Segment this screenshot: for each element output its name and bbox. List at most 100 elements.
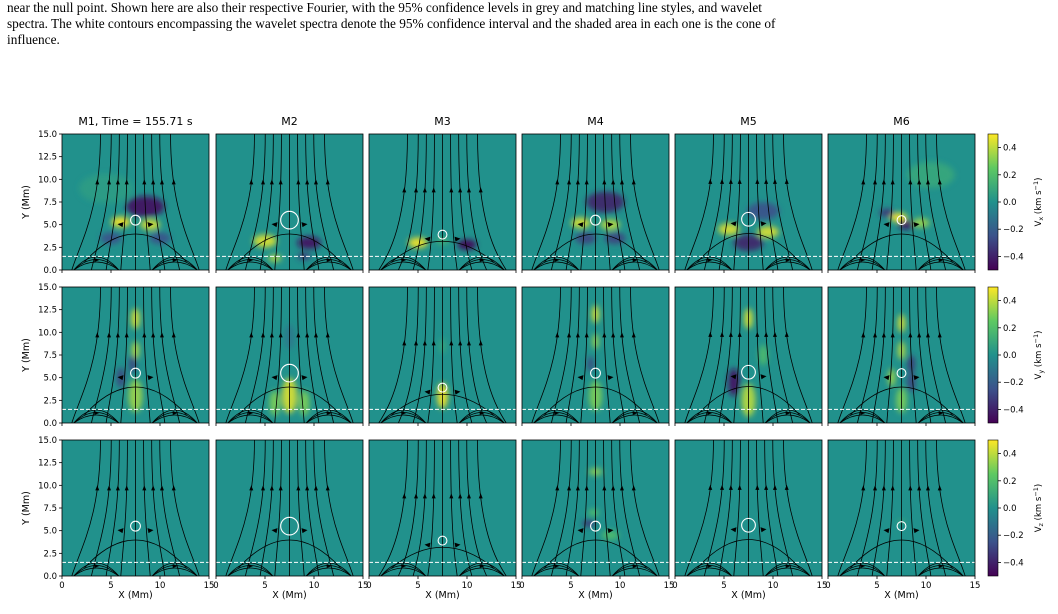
y-tick-label: 12.5 <box>38 153 57 163</box>
field-line <box>477 287 507 423</box>
dome-arrow <box>607 528 614 534</box>
fan-dome <box>84 539 187 569</box>
field-line <box>580 440 588 576</box>
field-line <box>427 440 435 576</box>
field-line <box>565 440 580 576</box>
field-line <box>378 134 408 270</box>
field-line <box>611 287 626 423</box>
field-line <box>143 134 151 270</box>
field-arrow <box>737 331 742 337</box>
x-tick-label: 5 <box>874 581 879 591</box>
field-arrow <box>458 493 463 499</box>
y-tick-label: 0.0 <box>43 419 57 429</box>
field-line <box>936 287 966 423</box>
field-arrow <box>720 331 725 337</box>
field-arrow <box>784 484 789 490</box>
base-loop <box>305 409 352 423</box>
y-tick-label: 5.0 <box>43 527 57 537</box>
velocity-blob <box>758 344 768 366</box>
field-line <box>466 134 487 270</box>
velocity-blob <box>588 509 599 516</box>
field-arrow <box>708 331 713 337</box>
colorbar-label: Vx (km s−1) <box>1032 178 1045 227</box>
panel-vx-m5: M5 <box>674 115 823 273</box>
field-arrow <box>755 484 760 490</box>
field-line <box>764 134 779 270</box>
panel-frame <box>521 439 670 577</box>
field-arrow <box>325 179 330 185</box>
field-line <box>305 287 320 423</box>
field-line <box>259 287 274 423</box>
dome-arrow <box>760 221 767 227</box>
dome-arrow <box>271 528 278 534</box>
base-loop <box>227 409 274 423</box>
panel-vy-m2 <box>215 286 364 426</box>
field-arrow <box>575 485 580 491</box>
panel-frame <box>215 133 364 271</box>
dome-arrow <box>760 527 767 533</box>
dome-arrow <box>607 375 614 381</box>
base-loop <box>839 567 886 576</box>
field-arrow <box>772 484 777 490</box>
dome-arrow <box>424 389 431 395</box>
velocity-blob <box>269 390 281 416</box>
field-arrow <box>631 485 636 491</box>
panel-vy-m4 <box>521 286 670 426</box>
field-arrow <box>107 332 112 338</box>
base-loop <box>764 409 811 423</box>
loop-arrow <box>860 564 866 569</box>
loop-arrow <box>785 258 791 263</box>
loop-arrow <box>401 411 407 416</box>
field-arrow <box>908 485 913 491</box>
field-arrow <box>249 485 254 491</box>
field-line <box>531 134 561 270</box>
x-tick-label: 5 <box>568 581 573 591</box>
dome-arrow <box>454 236 461 242</box>
colorbar-vz: 0.4 0.2 0.0 −0.2 −0.4 Vz (km s−1) <box>987 439 1045 577</box>
base-loop <box>380 414 427 423</box>
field-arrow <box>602 485 607 491</box>
base-loop <box>533 409 580 423</box>
colorbar-tick-label: −0.2 <box>1003 531 1024 541</box>
field-arrow <box>142 179 147 185</box>
y-tick-label: 2.5 <box>43 549 57 559</box>
fan-dome <box>238 233 341 263</box>
field-arrow <box>171 485 176 491</box>
velocity-blob <box>879 208 895 217</box>
velocity-blob <box>889 212 908 223</box>
null-point-circle <box>590 520 601 532</box>
field-arrow <box>881 485 886 491</box>
dome-arrow <box>271 375 278 381</box>
field-line <box>684 287 714 423</box>
field-line <box>603 287 611 423</box>
field-line <box>783 134 813 270</box>
colorbar-tick-label: −0.2 <box>1003 378 1024 388</box>
null-point-circle <box>741 211 756 227</box>
field-arrow <box>555 485 560 491</box>
velocity-blob <box>408 237 428 249</box>
field-line <box>764 440 779 576</box>
panel-vy-m3 <box>368 286 517 426</box>
field-arrow <box>142 485 147 491</box>
field-line <box>565 134 580 270</box>
field-arrow <box>890 332 895 338</box>
field-arrow <box>296 179 301 185</box>
x-tick-label: 5 <box>262 581 267 591</box>
velocity-blob <box>897 219 916 230</box>
dome-arrow <box>301 528 308 534</box>
colorbar-tick-label: −0.4 <box>1003 405 1024 415</box>
field-arrow <box>737 178 742 184</box>
field-line <box>477 440 507 576</box>
field-line <box>297 134 305 270</box>
loop-arrow <box>707 564 713 569</box>
field-arrow <box>313 332 318 338</box>
field-arrow <box>873 485 878 491</box>
base-loop <box>611 414 658 423</box>
field-line <box>783 287 813 423</box>
field-arrow <box>619 332 624 338</box>
base-loop <box>611 409 658 423</box>
x-axis-label: X (Mm) <box>578 590 612 601</box>
loop-arrow <box>172 258 178 263</box>
field-line <box>398 440 419 576</box>
field-line <box>225 134 255 270</box>
